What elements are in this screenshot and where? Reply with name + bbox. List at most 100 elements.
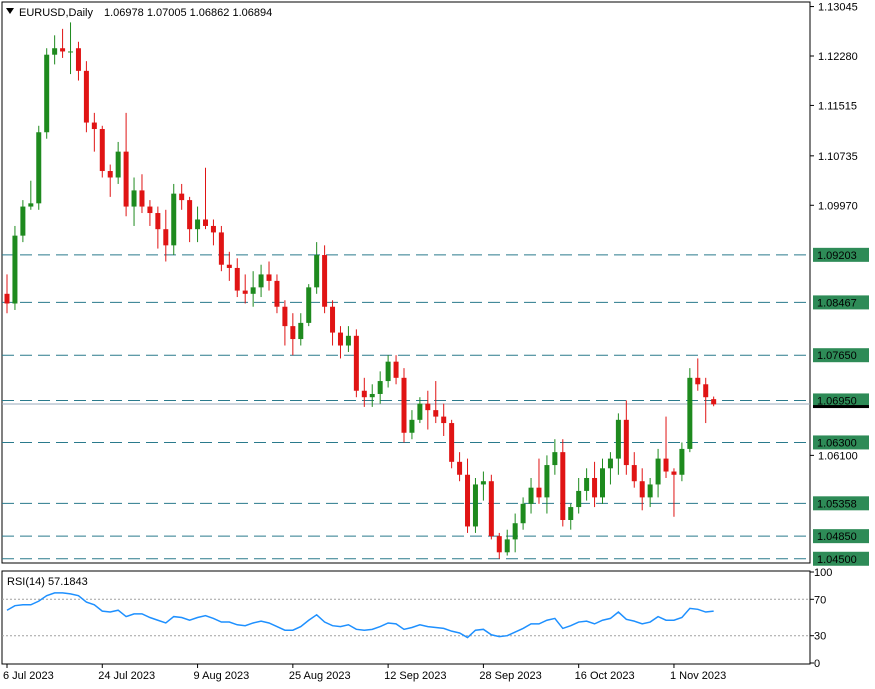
level-label: 1.09203: [813, 247, 869, 262]
candle-body: [377, 381, 383, 394]
candle: [337, 326, 343, 359]
candle-body: [147, 206, 153, 214]
candle: [258, 264, 264, 298]
candle-body: [195, 219, 201, 230]
candle-body: [393, 361, 399, 378]
candle-body: [639, 481, 645, 498]
candle-body: [409, 419, 415, 433]
level-label-text: 1.06300: [817, 437, 857, 449]
candle: [528, 477, 534, 514]
rsi-tick-label: 30: [814, 631, 826, 643]
level-label-text: 1.04850: [817, 531, 857, 543]
candle-body: [631, 465, 637, 482]
candle-body: [512, 523, 518, 540]
time-axis: 6 Jul 2023 24 Jul 2023 9 Aug 2023 25 Aug 20…: [3, 664, 726, 682]
price-axis: 1.13045 1.12280 1.11515 1.10735 1.09970 1.061…: [810, 2, 858, 462]
level-label-text: 1.09203: [817, 250, 857, 262]
candle-body: [60, 48, 66, 52]
candle: [401, 368, 407, 443]
candle: [703, 377, 709, 424]
candle: [465, 458, 471, 533]
candle-body: [504, 539, 510, 553]
candle: [91, 112, 97, 152]
candle-body: [337, 332, 343, 346]
time-tick-label: 25 Aug 2023: [289, 670, 351, 682]
candle-body: [679, 448, 685, 475]
symbol-info: EURUSD,Daily: [19, 7, 93, 19]
candle-body: [401, 377, 407, 433]
candle-body: [433, 410, 439, 417]
candle-body: [123, 151, 129, 207]
candle-body: [131, 190, 137, 207]
candle-body: [480, 481, 486, 485]
candle-body: [36, 132, 42, 204]
candle-body: [457, 461, 463, 475]
candle-body: [544, 465, 550, 498]
candle-body: [75, 48, 81, 71]
level-label-box: [813, 393, 869, 408]
level-label-text: 1.04500: [817, 554, 857, 566]
time-tick-label: 1 Nov 2023: [670, 670, 726, 682]
candle: [679, 442, 685, 482]
price-tick-label: 1.06100: [818, 450, 858, 462]
candle-body: [472, 484, 478, 527]
candle-body: [107, 171, 113, 178]
level-label-text: 1.08467: [817, 297, 857, 309]
candle-body: [361, 390, 367, 398]
candle-body: [655, 458, 661, 485]
candle-body: [179, 193, 185, 201]
candle: [266, 261, 272, 291]
candle-body: [139, 190, 145, 207]
candle: [290, 313, 296, 356]
time-tick-label: 6 Jul 2023: [3, 670, 54, 682]
candle-body: [607, 458, 613, 469]
candle-body: [385, 361, 391, 382]
current-price-marker: [813, 405, 869, 409]
candle: [298, 313, 304, 346]
candle-body: [12, 235, 18, 304]
candle-body: [425, 403, 431, 411]
candle-body: [298, 322, 304, 340]
candle-body: [449, 423, 455, 462]
candle: [353, 329, 359, 398]
candle: [36, 125, 42, 210]
level-label-text: 1.06950: [817, 395, 857, 407]
price-panel-frame: [1, 1, 811, 564]
candle-body: [250, 287, 256, 294]
rsi-tick-label: 100: [814, 567, 832, 579]
candle-body: [266, 274, 272, 281]
candle-body: [353, 335, 359, 391]
candle-body: [274, 280, 280, 307]
price-tick-label: 1.11515: [818, 100, 857, 112]
candle: [663, 416, 669, 478]
candle: [12, 225, 18, 310]
candle-body: [218, 232, 224, 265]
candle: [179, 183, 185, 210]
candle: [123, 112, 129, 217]
rsi-tick-label: 0: [814, 658, 820, 670]
candle: [472, 477, 478, 533]
candle: [576, 477, 582, 514]
candle: [20, 200, 26, 243]
candle: [488, 474, 494, 540]
candle: [369, 384, 375, 407]
candle: [433, 381, 439, 424]
candle: [250, 271, 256, 307]
dropdown-triangle-icon[interactable]: [6, 8, 14, 14]
price-tick-label: 1.13045: [818, 2, 858, 14]
candle: [560, 439, 566, 527]
level-label: 1.05358: [813, 496, 869, 511]
candle: [504, 529, 510, 556]
candle-body: [560, 452, 566, 520]
candle: [615, 413, 621, 475]
candlesticks: [4, 22, 717, 559]
candle-body: [600, 468, 605, 498]
candle: [195, 206, 201, 243]
candle: [242, 274, 248, 304]
candle-body: [52, 48, 58, 55]
candle-body: [536, 487, 542, 498]
candle: [330, 300, 336, 346]
candle-body: [687, 377, 693, 449]
